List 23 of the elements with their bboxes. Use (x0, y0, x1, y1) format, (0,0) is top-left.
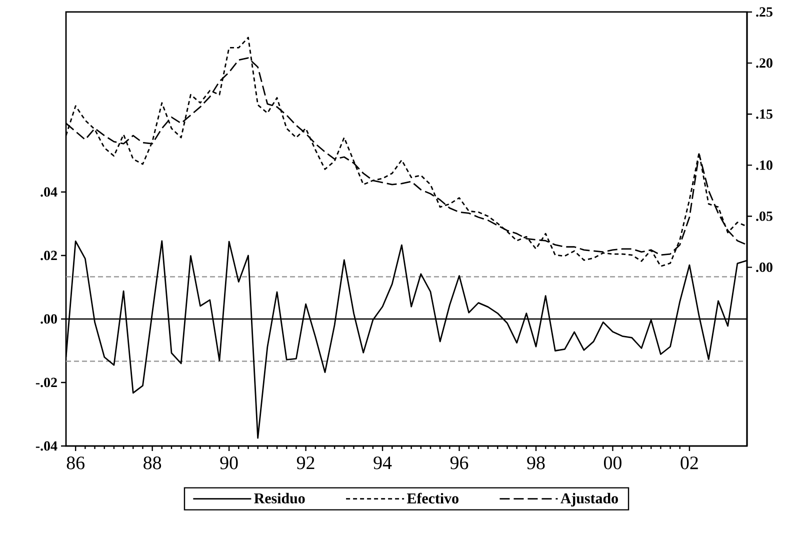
y2-tick-label: .20 (756, 58, 772, 68)
x-tick-label: 96 (450, 456, 468, 470)
x-tick-label: 00 (604, 456, 622, 470)
y2-tick-label: .10 (756, 160, 772, 170)
legend-label: Ajustado (560, 492, 618, 506)
x-tick-label: 02 (680, 456, 698, 470)
y-tick-label: .04 (40, 187, 58, 197)
x-tick-label: 90 (220, 456, 238, 470)
y-tick-label: -.02 (36, 378, 57, 388)
y2-tick-label: .15 (756, 109, 772, 119)
y2-tick-label: .00 (756, 262, 772, 272)
y2-tick-label: .05 (756, 211, 772, 221)
legend-label: Efectivo (406, 492, 458, 504)
y-tick-label: .00 (40, 314, 57, 324)
y-tick-label: -.04 (36, 441, 58, 451)
legend-label: Residuo (254, 492, 305, 504)
y2-tick-label: .25 (756, 7, 772, 17)
x-tick-label: 88 (144, 456, 162, 470)
x-tick-label: 92 (296, 456, 314, 470)
y-tick-label: .02 (40, 250, 57, 260)
x-tick-label: 94 (374, 456, 392, 470)
x-tick-label: 86 (66, 456, 84, 470)
x-tick-label: 98 (527, 456, 545, 470)
